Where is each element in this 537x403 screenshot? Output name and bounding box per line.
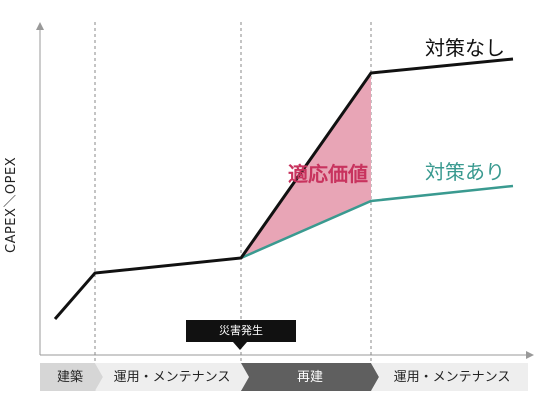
series-line-without-measures (53, 57, 514, 320)
y-axis-arrow (36, 22, 44, 30)
series-label-without-measures: 対策なし (425, 36, 505, 60)
phase-segment-build (40, 363, 103, 391)
disaster-event-callout: 災害発生 (186, 320, 296, 342)
phase-segment-rebuild (241, 363, 379, 391)
phase-label-operation-2: 運用・メンテナンス (393, 370, 511, 385)
phase-label-operation-1: 運用・メンテナンス (113, 370, 231, 385)
series-line-with-measures (240, 184, 514, 260)
y-axis-label: CAPEX／OPEX (4, 156, 19, 254)
phase-segment-operation-2 (371, 363, 528, 391)
phase-label-build: 建築 (56, 370, 83, 385)
adaptation-value-label: 適応価値 (288, 162, 368, 186)
phase-segment-operation-1 (95, 363, 249, 391)
disaster-event-pointer (233, 342, 247, 350)
series-label-with-measures: 対策あり (425, 160, 505, 184)
x-axis-arrow (526, 351, 534, 359)
phase-label-rebuild: 再建 (296, 370, 323, 385)
